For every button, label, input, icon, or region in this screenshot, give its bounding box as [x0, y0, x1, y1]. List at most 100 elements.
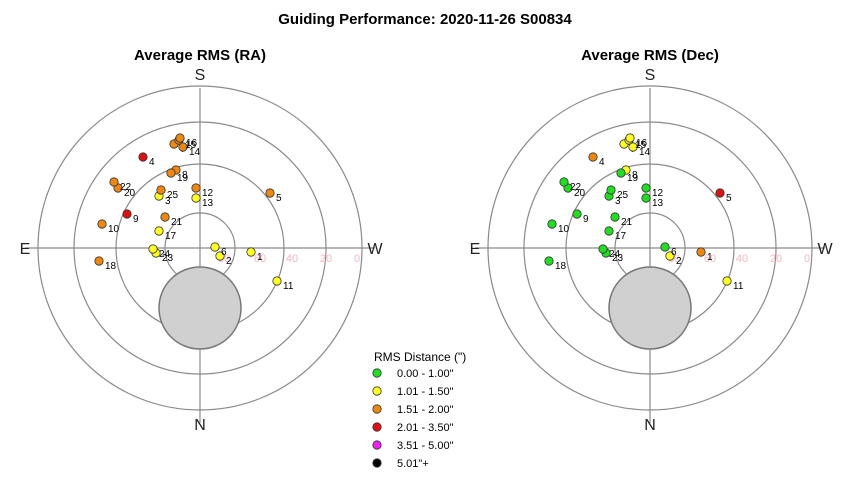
data-point — [610, 212, 620, 222]
legend-marker — [372, 386, 382, 396]
point-label: 14 — [189, 147, 201, 158]
data-point — [572, 209, 582, 219]
point-label: 23 — [162, 253, 174, 264]
data-point — [641, 193, 651, 203]
data-point — [191, 183, 201, 193]
point-label: 4 — [149, 157, 155, 168]
altitude-label: 40 — [736, 253, 748, 265]
legend-label: 1.51 - 2.00" — [397, 404, 454, 416]
point-label: 3 — [165, 196, 171, 207]
data-point — [175, 133, 185, 143]
point-label: 1 — [257, 252, 263, 263]
data-point — [272, 276, 282, 286]
legend-title: RMS Distance (") — [374, 350, 466, 364]
legend-label: 1.01 - 1.50" — [397, 386, 454, 398]
data-point — [544, 256, 554, 266]
data-point — [696, 247, 706, 257]
compass-top: S — [195, 67, 206, 84]
point-label: 15 — [185, 140, 197, 151]
compass-left: E — [20, 241, 31, 258]
legend-label: 5.01"+ — [397, 458, 429, 470]
point-label: 10 — [108, 224, 120, 235]
legend-marker — [372, 422, 382, 432]
point-label: 22 — [570, 182, 582, 193]
point-label: 11 — [283, 281, 294, 292]
point-label: 3 — [615, 196, 621, 207]
point-label: 8 — [632, 170, 638, 181]
data-point — [628, 142, 638, 152]
data-point — [604, 226, 614, 236]
legend: RMS Distance (") 0.00 - 1.00" 1.01 - 1.50"… — [372, 350, 466, 470]
point-label: 5 — [276, 193, 282, 204]
point-label: 9 — [583, 214, 589, 225]
point-label: 1 — [707, 252, 713, 263]
point-label: 4 — [599, 157, 605, 168]
obstruction-disc — [158, 266, 242, 350]
altitude-label: 0 — [804, 253, 810, 265]
data-point — [722, 276, 732, 286]
point-label: 18 — [105, 261, 117, 272]
polar-panel-1: Average RMS (RA)806040200SNEW12345678910… — [20, 47, 384, 434]
altitude-label: 20 — [320, 253, 332, 265]
legend-label: 3.51 - 5.00" — [397, 440, 454, 452]
point-label: 19 — [177, 173, 189, 184]
point-label: 19 — [627, 173, 639, 184]
data-point — [210, 242, 220, 252]
legend-marker — [372, 368, 382, 378]
point-label: 20 — [574, 188, 586, 199]
data-point — [215, 251, 225, 261]
data-point — [616, 168, 626, 178]
point-label: 22 — [120, 182, 132, 193]
altitude-label: 60 — [704, 253, 716, 265]
data-point — [598, 244, 608, 254]
data-point — [715, 188, 725, 198]
point-label: 17 — [165, 231, 177, 242]
point-label: 6 — [671, 247, 677, 258]
data-point — [178, 142, 188, 152]
point-label: 16 — [636, 138, 648, 149]
panel-title: Average RMS (Dec) — [581, 47, 719, 64]
polar-panel-2: Average RMS (Dec)806040200SNEW1234567891… — [470, 47, 834, 434]
point-label: 18 — [555, 261, 567, 272]
compass-bottom: N — [644, 417, 656, 434]
data-point — [160, 212, 170, 222]
compass-bottom: N — [194, 417, 206, 434]
point-label: 17 — [615, 231, 627, 242]
data-point — [641, 183, 651, 193]
panel-title: Average RMS (RA) — [134, 47, 266, 64]
compass-top: S — [645, 67, 656, 84]
point-label: 25 — [617, 190, 629, 201]
point-label: 15 — [635, 140, 647, 151]
data-point — [265, 188, 275, 198]
point-label: 5 — [726, 193, 732, 204]
data-point — [588, 152, 598, 162]
data-point — [94, 256, 104, 266]
data-point — [625, 133, 635, 143]
data-point — [154, 226, 164, 236]
data-point — [148, 244, 158, 254]
point-label: 14 — [639, 147, 651, 158]
data-point — [559, 177, 569, 187]
data-point — [665, 251, 675, 261]
altitude-label: 40 — [286, 253, 298, 265]
altitude-label: 0 — [354, 253, 360, 265]
point-label: 24 — [609, 249, 621, 260]
point-label: 21 — [621, 217, 633, 228]
data-point — [606, 185, 616, 195]
legend-marker — [372, 440, 382, 450]
point-label: 23 — [612, 253, 624, 264]
legend-label: 2.01 - 3.50" — [397, 422, 454, 434]
point-label: 12 — [652, 188, 664, 199]
data-point — [156, 185, 166, 195]
point-label: 2 — [676, 256, 682, 267]
point-label: 25 — [167, 190, 179, 201]
compass-right: W — [367, 241, 383, 258]
data-point — [660, 242, 670, 252]
data-point — [109, 177, 119, 187]
point-label: 6 — [221, 247, 227, 258]
point-label: 10 — [558, 224, 570, 235]
legend-label: 0.00 - 1.00" — [397, 368, 454, 380]
point-label: 21 — [171, 217, 183, 228]
point-label: 16 — [186, 138, 198, 149]
